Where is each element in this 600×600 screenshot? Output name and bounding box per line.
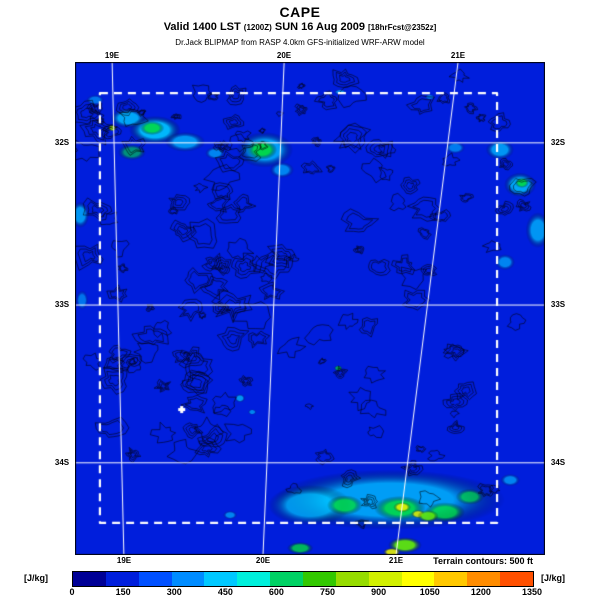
valid-time-line: Valid 1400 LST (1200Z) SUN 16 Aug 2009 [… (0, 21, 600, 33)
lon-label-top-20e: 20E (276, 51, 292, 60)
colorbar-segment (467, 572, 501, 586)
lon-label-top-21e: 21E (450, 51, 466, 60)
valid-time-main: Valid 1400 LST (163, 21, 244, 33)
lat-label-left-32s: 32S (54, 138, 70, 147)
lat-label-right-32s: 32S (550, 138, 566, 147)
colorbar-segment (105, 572, 139, 586)
colorbar-tick: 450 (217, 587, 233, 597)
lon-label-bottom-20e: 20E (255, 556, 271, 565)
valid-time-zulu: (1200Z) (243, 23, 272, 32)
colorbar-tick: 150 (115, 587, 131, 597)
colorbar-segment (73, 572, 106, 586)
colorbar-tick: 750 (320, 587, 336, 597)
colorbar-tick: 0 (69, 587, 75, 597)
cape-map-canvas (75, 62, 545, 555)
colorbar-tick: 600 (268, 587, 284, 597)
colorbar-segment (270, 572, 304, 586)
model-credit-line: Dr.Jack BLIPMAP from RASP 4.0km GFS-init… (175, 38, 425, 47)
lat-label-right-33s: 33S (550, 300, 566, 309)
units-label-right: [J/kg] (541, 573, 566, 583)
lat-label-left-34s: 34S (54, 458, 70, 467)
colorbar-segment (335, 572, 369, 586)
units-label-left: [J/kg] (24, 573, 49, 583)
colorbar-segment (401, 572, 435, 586)
forecast-lead-tag: [18hrFcst@2352z] (368, 23, 437, 32)
colorbar-tick: 1350 (521, 587, 543, 597)
colorbar-segment (303, 572, 336, 586)
colorbar-segment (204, 572, 238, 586)
valid-time-date: SUN 16 Aug 2009 (271, 21, 368, 33)
colorbar-tick: 1200 (470, 587, 491, 597)
terrain-contour-note: Terrain contours: 500 ft (433, 556, 533, 566)
chart-title: CAPE (279, 4, 321, 20)
colorbar-tick-labels: 0 150 300 450 600 750 900 1050 1200 1350 (69, 587, 542, 600)
lon-label-bottom-19e: 19E (116, 556, 132, 565)
colorbar-segment (138, 572, 172, 586)
colorbar-segment (237, 572, 271, 586)
colorbar-segment (171, 572, 205, 586)
colorbar-segment (500, 572, 534, 586)
lat-label-left-33s: 33S (54, 300, 70, 309)
colorbar-tick: 300 (166, 587, 182, 597)
colorbar-tick: 900 (371, 587, 387, 597)
colorbar-tick: 1050 (419, 587, 440, 597)
lon-label-bottom-21e: 21E (388, 556, 404, 565)
lat-label-right-34s: 34S (550, 458, 566, 467)
cape-colorbar (72, 571, 534, 587)
colorbar-segment (434, 572, 468, 586)
lon-label-top-19e: 19E (104, 51, 120, 60)
colorbar-segment (368, 572, 402, 586)
